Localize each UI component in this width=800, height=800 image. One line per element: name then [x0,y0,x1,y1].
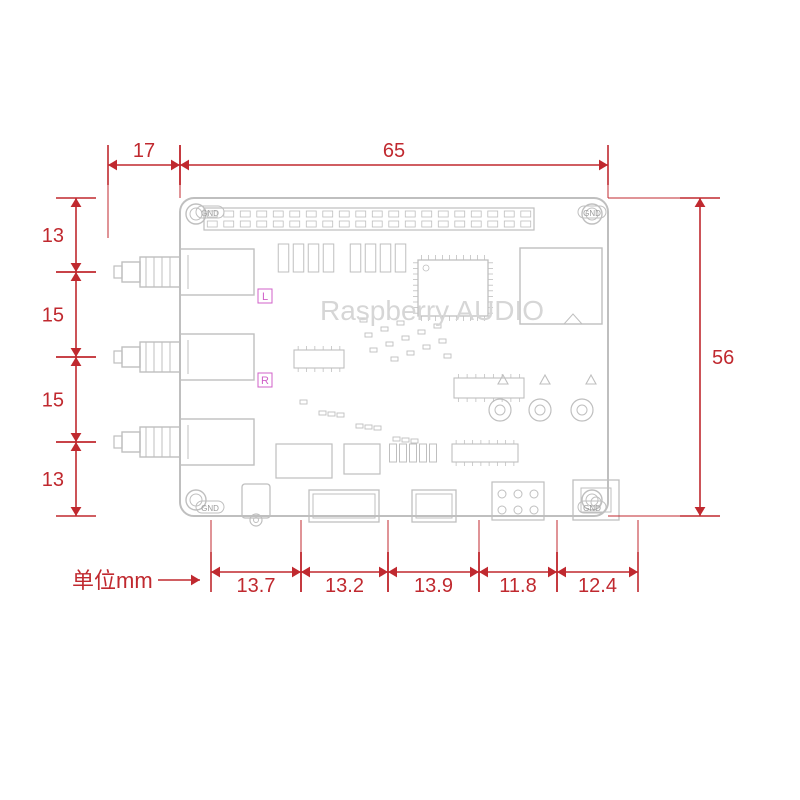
dimension-label: 13.9 [414,575,453,597]
smd [439,339,446,343]
svg-text:GND: GND [583,209,601,218]
smd [402,438,409,442]
smd [386,342,393,346]
smd [423,345,430,349]
silk-triangle [540,375,550,384]
smd [365,425,372,429]
smd [411,439,418,443]
optical-port [573,480,619,520]
rca-body [180,419,254,465]
dimension-label: 13 [42,469,64,491]
component-box [276,444,332,478]
dimension-label: 17 [133,140,155,162]
round-pad [571,399,593,421]
round-pad [489,399,511,421]
usb-port [412,490,456,522]
diagram-root: GNDGNDGNDGNDLRRaspberry AUDIO17651315151… [0,0,800,800]
silk-triangle [498,375,508,384]
dimension-label: 65 [383,140,405,162]
dimension-label: 15 [42,305,64,327]
smd [381,327,388,331]
smd [365,333,372,337]
smd [391,357,398,361]
dimension-label: 12.4 [578,575,617,597]
usb-port [309,490,379,522]
round-pad [529,399,551,421]
smd [337,413,344,417]
smd [374,426,381,430]
gpio-header [204,208,534,230]
dimension-label: 11.8 [499,575,536,597]
component-box [344,444,380,474]
silk-triangle [586,375,596,384]
dimension-label: 13.2 [325,575,364,597]
smd [418,330,425,334]
smd [402,336,409,340]
dimension-label: 15 [42,390,64,412]
smd [370,348,377,352]
smd [300,400,307,404]
audio-jack [242,484,270,518]
smd [444,354,451,358]
smd [328,412,335,416]
smd [319,411,326,415]
svg-canvas: GNDGNDGNDGNDLRRaspberry AUDIO17651315151… [0,0,800,800]
smd [407,351,414,355]
smd [356,424,363,428]
svg-text:GND: GND [201,504,219,513]
watermark-text: Raspberry AUDIO [320,295,544,326]
rca-body [180,334,254,380]
dimension-label: 13 [42,225,64,247]
dimension-label: 56 [712,347,734,369]
unit-label: 单位mm [72,568,153,593]
channel-label: L [262,291,268,303]
smd [393,437,400,441]
rca-body [180,249,254,295]
dimension-label: 13.7 [237,575,276,597]
channel-label: R [261,375,269,387]
